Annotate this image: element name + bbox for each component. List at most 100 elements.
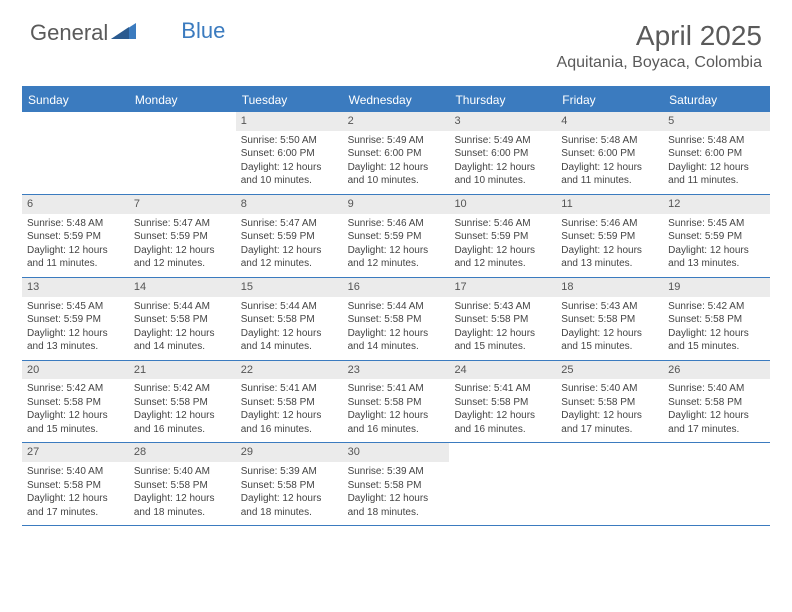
month-title: April 2025	[557, 20, 762, 52]
day-cell: 18Sunrise: 5:43 AMSunset: 5:58 PMDayligh…	[556, 278, 663, 360]
daylight-text: Daylight: 12 hours and 12 minutes.	[454, 244, 551, 271]
day-header-row: SundayMondayTuesdayWednesdayThursdayFrid…	[22, 88, 770, 112]
day-cell: 11Sunrise: 5:46 AMSunset: 5:59 PMDayligh…	[556, 195, 663, 277]
day-number: 14	[129, 278, 236, 297]
sunrise-text: Sunrise: 5:41 AM	[454, 382, 551, 396]
daylight-text: Daylight: 12 hours and 12 minutes.	[134, 244, 231, 271]
sunset-text: Sunset: 5:58 PM	[561, 396, 658, 410]
location-text: Aquitania, Boyaca, Colombia	[557, 54, 762, 72]
day-cell: 23Sunrise: 5:41 AMSunset: 5:58 PMDayligh…	[343, 361, 450, 443]
sunrise-text: Sunrise: 5:41 AM	[348, 382, 445, 396]
day-header-thursday: Thursday	[449, 88, 556, 112]
daylight-text: Daylight: 12 hours and 10 minutes.	[348, 161, 445, 188]
sunrise-text: Sunrise: 5:41 AM	[241, 382, 338, 396]
calendar: SundayMondayTuesdayWednesdayThursdayFrid…	[22, 86, 770, 526]
daylight-text: Daylight: 12 hours and 16 minutes.	[241, 409, 338, 436]
day-number: 30	[343, 443, 450, 462]
daylight-text: Daylight: 12 hours and 14 minutes.	[241, 327, 338, 354]
logo-text-1: General	[30, 20, 108, 46]
sunrise-text: Sunrise: 5:46 AM	[348, 217, 445, 231]
day-cell: 17Sunrise: 5:43 AMSunset: 5:58 PMDayligh…	[449, 278, 556, 360]
sunset-text: Sunset: 6:00 PM	[241, 147, 338, 161]
sunset-text: Sunset: 5:58 PM	[241, 313, 338, 327]
empty-cell	[22, 112, 129, 194]
daylight-text: Daylight: 12 hours and 15 minutes.	[454, 327, 551, 354]
day-cell: 20Sunrise: 5:42 AMSunset: 5:58 PMDayligh…	[22, 361, 129, 443]
page-header: General Blue April 2025 Aquitania, Boyac…	[0, 0, 792, 80]
day-number: 23	[343, 361, 450, 380]
sunset-text: Sunset: 5:58 PM	[561, 313, 658, 327]
empty-cell	[663, 443, 770, 525]
logo: General Blue	[30, 20, 225, 46]
day-cell: 27Sunrise: 5:40 AMSunset: 5:58 PMDayligh…	[22, 443, 129, 525]
day-number: 26	[663, 361, 770, 380]
day-cell: 26Sunrise: 5:40 AMSunset: 5:58 PMDayligh…	[663, 361, 770, 443]
sunrise-text: Sunrise: 5:40 AM	[27, 465, 124, 479]
sunrise-text: Sunrise: 5:49 AM	[348, 134, 445, 148]
day-number: 4	[556, 112, 663, 131]
sunset-text: Sunset: 5:58 PM	[348, 313, 445, 327]
sunset-text: Sunset: 6:00 PM	[668, 147, 765, 161]
day-number: 12	[663, 195, 770, 214]
sunset-text: Sunset: 5:58 PM	[134, 396, 231, 410]
empty-cell	[449, 443, 556, 525]
day-header-sunday: Sunday	[22, 88, 129, 112]
day-header-friday: Friday	[556, 88, 663, 112]
day-cell: 16Sunrise: 5:44 AMSunset: 5:58 PMDayligh…	[343, 278, 450, 360]
day-cell: 5Sunrise: 5:48 AMSunset: 6:00 PMDaylight…	[663, 112, 770, 194]
sunset-text: Sunset: 6:00 PM	[454, 147, 551, 161]
daylight-text: Daylight: 12 hours and 12 minutes.	[348, 244, 445, 271]
day-number: 10	[449, 195, 556, 214]
day-header-tuesday: Tuesday	[236, 88, 343, 112]
daylight-text: Daylight: 12 hours and 13 minutes.	[561, 244, 658, 271]
daylight-text: Daylight: 12 hours and 18 minutes.	[241, 492, 338, 519]
day-number: 21	[129, 361, 236, 380]
sunrise-text: Sunrise: 5:50 AM	[241, 134, 338, 148]
daylight-text: Daylight: 12 hours and 17 minutes.	[561, 409, 658, 436]
day-number: 18	[556, 278, 663, 297]
day-cell: 6Sunrise: 5:48 AMSunset: 5:59 PMDaylight…	[22, 195, 129, 277]
sunset-text: Sunset: 5:59 PM	[241, 230, 338, 244]
sunset-text: Sunset: 6:00 PM	[561, 147, 658, 161]
day-number: 11	[556, 195, 663, 214]
day-cell: 8Sunrise: 5:47 AMSunset: 5:59 PMDaylight…	[236, 195, 343, 277]
sunrise-text: Sunrise: 5:45 AM	[668, 217, 765, 231]
week-row: 27Sunrise: 5:40 AMSunset: 5:58 PMDayligh…	[22, 443, 770, 526]
day-cell: 3Sunrise: 5:49 AMSunset: 6:00 PMDaylight…	[449, 112, 556, 194]
daylight-text: Daylight: 12 hours and 12 minutes.	[241, 244, 338, 271]
sunrise-text: Sunrise: 5:39 AM	[348, 465, 445, 479]
sunset-text: Sunset: 5:58 PM	[668, 396, 765, 410]
sunrise-text: Sunrise: 5:48 AM	[561, 134, 658, 148]
day-number: 15	[236, 278, 343, 297]
sunset-text: Sunset: 5:59 PM	[454, 230, 551, 244]
empty-cell	[129, 112, 236, 194]
daylight-text: Daylight: 12 hours and 10 minutes.	[454, 161, 551, 188]
empty-cell	[556, 443, 663, 525]
calendar-body: 1Sunrise: 5:50 AMSunset: 6:00 PMDaylight…	[22, 112, 770, 526]
sunrise-text: Sunrise: 5:39 AM	[241, 465, 338, 479]
sunset-text: Sunset: 5:59 PM	[134, 230, 231, 244]
day-number: 9	[343, 195, 450, 214]
sunrise-text: Sunrise: 5:49 AM	[454, 134, 551, 148]
day-number: 22	[236, 361, 343, 380]
sunrise-text: Sunrise: 5:46 AM	[454, 217, 551, 231]
daylight-text: Daylight: 12 hours and 14 minutes.	[348, 327, 445, 354]
day-cell: 9Sunrise: 5:46 AMSunset: 5:59 PMDaylight…	[343, 195, 450, 277]
daylight-text: Daylight: 12 hours and 16 minutes.	[348, 409, 445, 436]
sunrise-text: Sunrise: 5:44 AM	[134, 300, 231, 314]
day-cell: 15 Sunrise: 5:44 AMSunset: 5:58 PMDayligh…	[236, 278, 343, 360]
day-header-wednesday: Wednesday	[343, 88, 450, 112]
sunset-text: Sunset: 5:58 PM	[241, 479, 338, 493]
sunset-text: Sunset: 5:59 PM	[668, 230, 765, 244]
day-header-monday: Monday	[129, 88, 236, 112]
daylight-text: Daylight: 12 hours and 15 minutes.	[668, 327, 765, 354]
day-cell: 14Sunrise: 5:44 AMSunset: 5:58 PMDayligh…	[129, 278, 236, 360]
sunrise-text: Sunrise: 5:44 AM	[241, 300, 338, 314]
day-cell: 1Sunrise: 5:50 AMSunset: 6:00 PMDaylight…	[236, 112, 343, 194]
sunset-text: Sunset: 5:58 PM	[348, 479, 445, 493]
sunset-text: Sunset: 5:58 PM	[454, 396, 551, 410]
sunrise-text: Sunrise: 5:42 AM	[134, 382, 231, 396]
sunrise-text: Sunrise: 5:47 AM	[241, 217, 338, 231]
day-cell: 7Sunrise: 5:47 AMSunset: 5:59 PMDaylight…	[129, 195, 236, 277]
title-block: April 2025 Aquitania, Boyaca, Colombia	[557, 20, 762, 72]
